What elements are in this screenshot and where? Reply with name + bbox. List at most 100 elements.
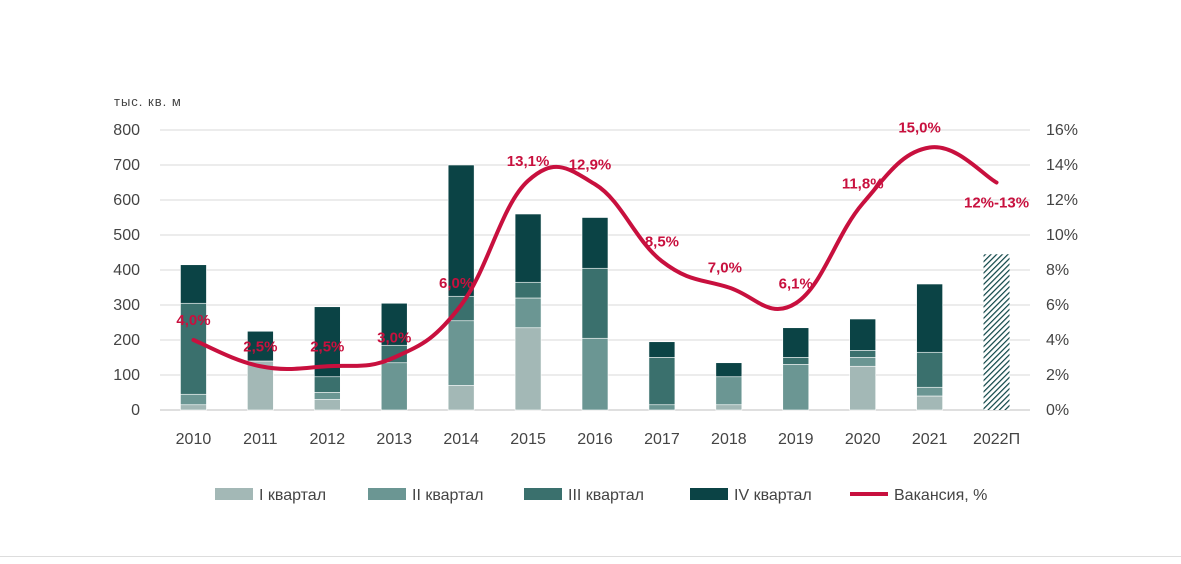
y-tick-label: 400 <box>113 262 140 279</box>
x-tick-label: 2013 <box>376 431 412 448</box>
axes-layer: тыс. кв. м 0 100 200 300 400 500 600 700 800 0% 2%… <box>113 94 1078 448</box>
x-tick-label: 2010 <box>176 431 212 448</box>
bar-segment <box>514 297 542 329</box>
x-tick-label: 2014 <box>443 431 479 448</box>
bar-segment <box>514 213 542 283</box>
vacancy-data-label: 2,5% <box>243 338 277 355</box>
y-tick-label: 800 <box>113 122 140 139</box>
bar-segment <box>314 376 341 393</box>
legend-swatch <box>690 488 728 500</box>
y-tick-label: 0 <box>131 402 140 419</box>
y2-tick-label: 4% <box>1046 332 1069 349</box>
legend-swatch <box>524 488 562 500</box>
bar-segment <box>849 357 876 367</box>
bar-segment <box>715 404 743 411</box>
bar-segment <box>648 404 676 411</box>
y2-tick-label: 8% <box>1046 262 1069 279</box>
bar-segment <box>581 267 609 339</box>
y2-tick-label: 0% <box>1046 402 1069 419</box>
y-tick-label: 100 <box>113 367 140 384</box>
x-tick-label: 2015 <box>510 431 546 448</box>
y-axis-unit-label: тыс. кв. м <box>114 94 182 109</box>
y2-tick-label: 14% <box>1046 157 1078 174</box>
x-tick-label: 2019 <box>778 431 814 448</box>
bar-segment <box>782 364 810 411</box>
bars-layer <box>180 164 1010 411</box>
bar-segment <box>849 350 876 358</box>
bar-segment <box>648 341 676 358</box>
bar-segment <box>782 327 810 358</box>
vacancy-labels-layer: 4,0% 2,5% 2,5% 3,0% 6,0% 13,1% 12,9% 8,5% 7,0% 6,… <box>176 120 1029 356</box>
vacancy-data-label: 12,9% <box>569 156 612 173</box>
legend-label: II квартал <box>412 487 483 504</box>
bar-segment <box>916 395 943 411</box>
legend: I квартал II квартал III квартал IV квартал… <box>215 487 987 504</box>
vacancy-data-label: 6,0% <box>439 275 473 292</box>
bar-segment <box>447 320 475 386</box>
y2-tick-label: 2% <box>1046 367 1069 384</box>
legend-swatch <box>368 488 406 500</box>
bar-segment <box>180 264 207 304</box>
x-tick-label: 2011 <box>243 431 278 448</box>
legend-swatch <box>215 488 253 500</box>
bar-segment <box>782 357 810 365</box>
vacancy-data-label: 13,1% <box>507 153 550 170</box>
bar-segment <box>247 330 274 362</box>
bar-segment <box>447 385 475 411</box>
y-tick-label: 200 <box>113 332 140 349</box>
vacancy-line-layer <box>191 145 999 371</box>
legend-label: III квартал <box>568 487 644 504</box>
vacancy-data-label: 8,5% <box>645 233 679 250</box>
y2-tick-label: 16% <box>1046 122 1078 139</box>
vacancy-data-label: 2,5% <box>310 338 344 355</box>
y-tick-label: 300 <box>113 297 140 314</box>
bar-segment <box>180 404 207 411</box>
bar-segment <box>916 351 943 388</box>
x-tick-label: 2020 <box>845 431 881 448</box>
y2-tick-label: 10% <box>1046 227 1078 244</box>
vacancy-data-label: 12%-13% <box>964 195 1029 212</box>
bar-segment <box>581 217 609 269</box>
bar-segment <box>180 393 207 406</box>
y-tick-label: 600 <box>113 192 140 209</box>
vacancy-data-label: 3,0% <box>377 330 411 347</box>
vacancy-data-label: 4,0% <box>176 312 210 329</box>
y2-tick-label: 6% <box>1046 297 1069 314</box>
x-tick-label: 2018 <box>711 431 747 448</box>
bar-segment <box>380 362 408 411</box>
x-tick-label: 2017 <box>644 431 680 448</box>
bar-segment <box>916 283 943 353</box>
bar-segment <box>314 399 341 411</box>
bar-segment <box>849 365 876 411</box>
y-tick-label: 500 <box>113 227 140 244</box>
x-tick-label: 2021 <box>912 431 948 448</box>
bar-segment <box>581 337 609 411</box>
vacancy-data-label: 7,0% <box>708 260 742 277</box>
bar-segment <box>715 362 743 378</box>
bar-segment <box>180 302 207 395</box>
y2-tick-label: 12% <box>1046 192 1078 209</box>
legend-label: I квартал <box>259 487 326 504</box>
vacancy-line <box>191 145 999 371</box>
bar-segment <box>648 357 676 406</box>
vacancy-data-label: 15,0% <box>898 120 941 137</box>
bar-segment <box>715 376 743 406</box>
bar-segment <box>916 386 943 397</box>
bar-segment <box>314 392 341 400</box>
bar-segment <box>849 318 876 351</box>
page-divider <box>0 556 1181 557</box>
legend-label: Вакансия, % <box>894 487 987 504</box>
legend-label: IV квартал <box>734 487 812 504</box>
x-tick-label: 2022П <box>973 431 1020 448</box>
vacancy-data-label: 11,8% <box>842 176 884 193</box>
bar-segment <box>514 281 542 299</box>
forecast-bar <box>983 254 1010 410</box>
bar-segment <box>447 164 475 297</box>
vacancy-data-label: 6,1% <box>779 275 813 292</box>
bar-segment <box>380 302 408 346</box>
x-tick-label: 2012 <box>310 431 346 448</box>
y-tick-label: 700 <box>113 157 140 174</box>
bar-segment <box>514 327 542 411</box>
x-tick-label: 2016 <box>577 431 613 448</box>
